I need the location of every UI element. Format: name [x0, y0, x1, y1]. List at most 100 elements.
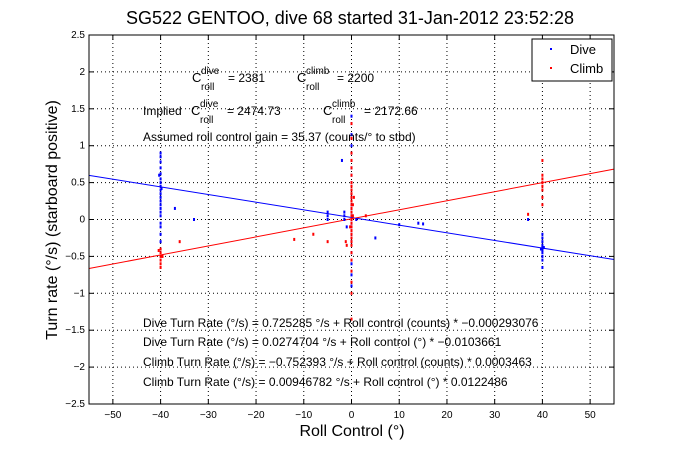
c-sup: dive [200, 99, 219, 110]
c-roll-climb: C climb roll = 2200 [297, 66, 374, 93]
dive-point [355, 218, 358, 221]
dive-point [422, 222, 425, 226]
c-value: = 2172.66 [364, 104, 418, 118]
implied-c-roll-dive: C dive roll = 2474.73 [191, 99, 281, 126]
y-tick-label: −1 [74, 288, 86, 299]
dive-point [541, 258, 544, 262]
climb-point [312, 232, 315, 236]
climb-point [350, 122, 353, 126]
dive-point [159, 155, 162, 159]
climb-point [351, 214, 354, 218]
dive-point [350, 114, 353, 118]
climb-point [541, 188, 544, 192]
climb-point [350, 280, 353, 284]
climb-point [350, 181, 353, 185]
y-tick-label: 0 [79, 215, 85, 226]
climb-point [350, 251, 353, 255]
equation: Dive Turn Rate (°/s) = 0.0274704 °/s + R… [143, 335, 502, 349]
dive-point [193, 218, 195, 221]
dive-point [541, 236, 544, 240]
roll-gain-note: Assumed roll control gain = 35.37 (count… [143, 130, 416, 144]
climb-point [349, 225, 352, 229]
dive-point [160, 187, 163, 191]
legend-box [531, 38, 613, 82]
dive-point [159, 199, 162, 203]
dive-point [159, 206, 162, 210]
dive-point [343, 218, 346, 221]
y-tick-label: −1.5 [65, 325, 85, 336]
dive-point [159, 184, 162, 188]
dive-point [158, 173, 161, 177]
x-tick-label: 10 [394, 410, 406, 421]
dive-point [159, 221, 162, 225]
climb-point [350, 221, 353, 225]
dive-point [159, 192, 162, 196]
x-tick-label: 40 [537, 410, 549, 421]
x-tick-label: 0 [349, 410, 355, 421]
climb-point [350, 317, 353, 321]
dive-point [541, 251, 544, 255]
climb-point [157, 248, 160, 252]
dive-point [541, 254, 544, 258]
c-sub: roll [201, 82, 214, 93]
y-tick-label: −0.5 [65, 251, 85, 262]
x-tick-label: −40 [152, 410, 169, 421]
c-base: C [323, 103, 332, 118]
climb-point [350, 269, 353, 273]
dive-fit-line [88, 174, 615, 261]
climb-point [350, 258, 353, 262]
climb-point [159, 258, 162, 262]
climb-point [350, 158, 353, 162]
annotations: C dive roll = 2381 C climb roll = 2200 I… [143, 66, 539, 389]
y-tick-label: 2.5 [71, 30, 85, 41]
dive-point [541, 232, 544, 236]
chart-title: SG522 GENTOO, dive 68 started 31-Jan-201… [126, 8, 574, 28]
dive-point [527, 218, 530, 221]
dive-point [541, 265, 544, 269]
dive-point [350, 144, 353, 148]
climb-point [541, 177, 544, 181]
dive-point [159, 151, 162, 155]
x-tick-label: 50 [585, 410, 597, 421]
dive-point [159, 232, 162, 236]
climb-point [159, 251, 162, 255]
climb-point [159, 247, 162, 251]
climb-point [345, 243, 348, 247]
dive-point [350, 273, 353, 277]
dive-point [159, 166, 162, 170]
implied-c-roll-climb: C climb roll = 2172.66 [323, 99, 418, 126]
legend-climb-marker [550, 67, 552, 69]
climb-point [161, 254, 164, 258]
y-tick-label: 2 [79, 67, 85, 78]
dive-point [340, 158, 343, 162]
dive-point [159, 214, 162, 218]
climb-point [350, 243, 353, 247]
c-roll-dive: C dive roll = 2381 [192, 66, 265, 93]
dive-point [159, 172, 162, 176]
legend-climb-label: Climb [570, 61, 603, 76]
climb-point [350, 206, 353, 210]
y-axis-label: Turn rate (°/s) (starboard positive) [44, 100, 61, 340]
legend: Dive Climb [531, 38, 613, 82]
c-value: = 2200 [337, 71, 374, 85]
climb-point [350, 210, 353, 214]
x-axis-label: Roll Control (°) [299, 423, 404, 440]
climb-point [293, 237, 296, 241]
dive-point [173, 206, 176, 210]
climb-point [350, 151, 353, 155]
climb-point [350, 236, 353, 240]
equation: Climb Turn Rate (°/s) = −0.752393 °/s + … [143, 355, 532, 369]
dive-point [159, 225, 162, 229]
equation: Climb Turn Rate (°/s) = 0.00946782 °/s +… [143, 375, 508, 389]
dive-point [350, 133, 353, 137]
y-tick-label: −2 [74, 362, 86, 373]
dive-point [539, 247, 542, 251]
climb-point [326, 240, 329, 244]
scatter-points [157, 114, 545, 321]
equation: Dive Turn Rate (°/s) = 0.725285 °/s + Ro… [143, 316, 539, 330]
x-tick-label: −50 [104, 410, 121, 421]
climb-point [350, 192, 353, 196]
climb-point [527, 212, 530, 216]
dive-point [159, 181, 162, 185]
climb-point [541, 173, 544, 177]
